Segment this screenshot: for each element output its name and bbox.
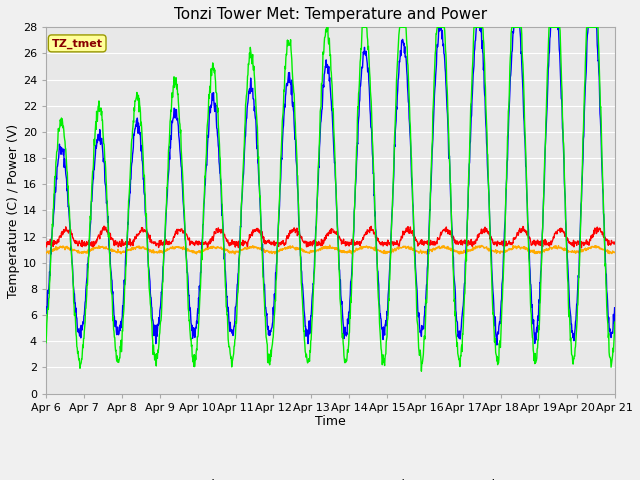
- Panel T: [494, 362, 502, 368]
- Line: Panel T: Panel T: [46, 27, 614, 371]
- Line: Air T: Air T: [46, 27, 614, 345]
- Battery V: [42, 240, 50, 246]
- Battery V: [233, 243, 241, 249]
- Air T: [493, 342, 500, 348]
- Air T: [544, 81, 552, 86]
- Battery V: [100, 223, 108, 229]
- Y-axis label: Temperature (C) / Power (V): Temperature (C) / Power (V): [7, 123, 20, 298]
- Panel T: [232, 318, 240, 324]
- Solar V: [420, 249, 428, 255]
- Line: Battery V: Battery V: [46, 226, 614, 249]
- Battery V: [204, 246, 211, 252]
- Panel T: [155, 344, 163, 350]
- Air T: [435, 24, 443, 30]
- Panel T: [168, 95, 176, 100]
- Battery V: [155, 241, 163, 247]
- Panel T: [611, 319, 618, 325]
- Text: TZ_tmet: TZ_tmet: [52, 38, 102, 48]
- Battery V: [494, 238, 502, 244]
- Solar V: [326, 242, 333, 248]
- Solar V: [168, 243, 176, 249]
- Battery V: [169, 239, 177, 244]
- Solar V: [611, 250, 618, 255]
- Panel T: [42, 340, 50, 346]
- Solar V: [231, 251, 239, 257]
- Air T: [232, 303, 240, 309]
- Air T: [168, 120, 176, 125]
- Air T: [611, 305, 618, 311]
- Air T: [494, 329, 502, 335]
- Air T: [155, 319, 163, 325]
- Line: Solar V: Solar V: [46, 245, 614, 254]
- Panel T: [417, 368, 425, 374]
- X-axis label: Time: Time: [315, 415, 346, 429]
- Air T: [42, 311, 50, 316]
- Solar V: [232, 248, 240, 254]
- Battery V: [611, 241, 618, 247]
- Panel T: [544, 60, 552, 66]
- Solar V: [42, 251, 50, 256]
- Legend: Panel T, Battery V, Air T, Solar V: Panel T, Battery V, Air T, Solar V: [135, 474, 525, 480]
- Title: Tonzi Tower Met: Temperature and Power: Tonzi Tower Met: Temperature and Power: [173, 7, 487, 22]
- Air T: [419, 324, 426, 330]
- Battery V: [420, 240, 428, 246]
- Solar V: [544, 248, 552, 253]
- Panel T: [420, 351, 428, 357]
- Battery V: [544, 240, 552, 246]
- Solar V: [155, 249, 163, 255]
- Solar V: [494, 249, 502, 255]
- Panel T: [323, 24, 331, 30]
